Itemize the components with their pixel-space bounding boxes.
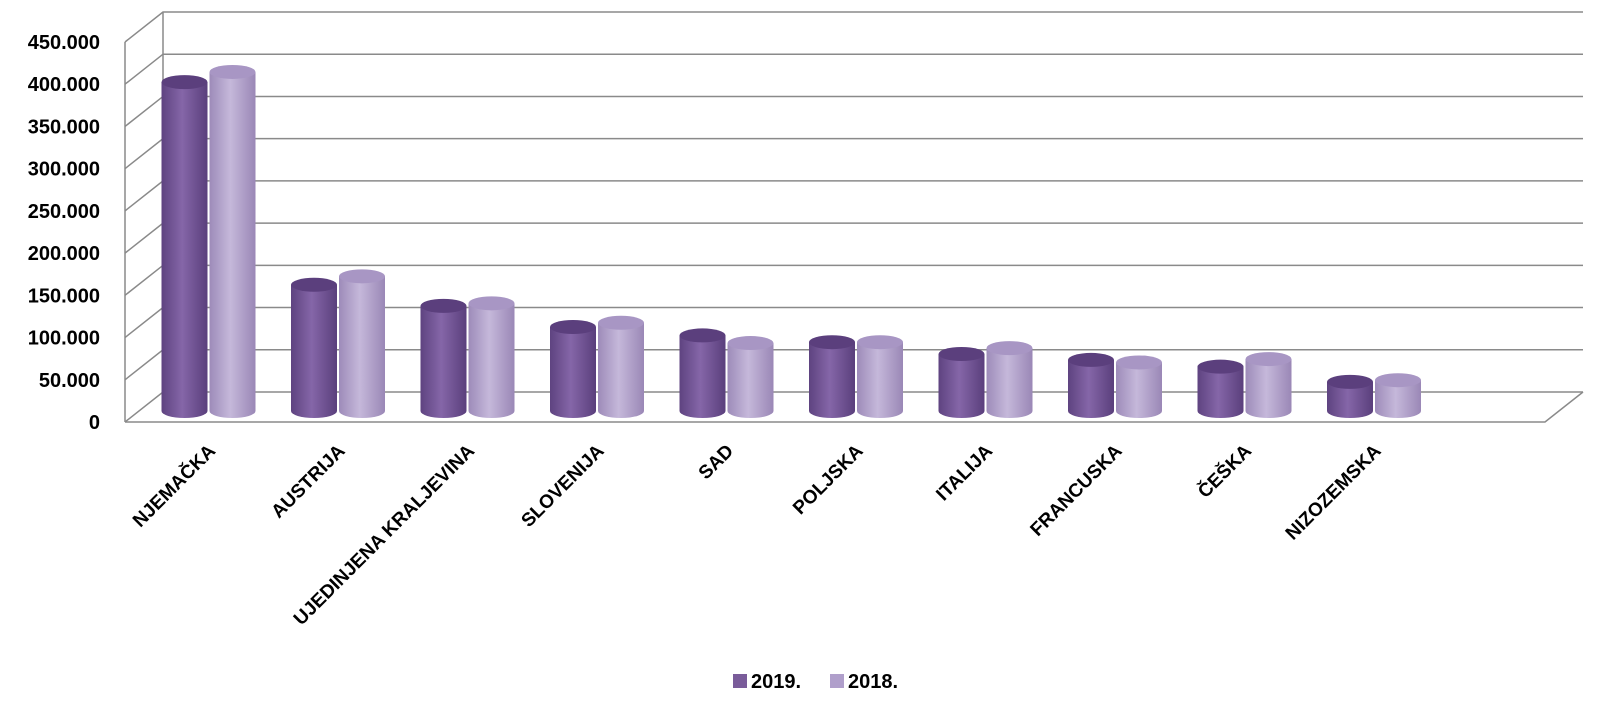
bar-2018.-NIZOZEMSKA (1375, 380, 1421, 418)
bar-2019.-AUSTRIJA (291, 284, 337, 418)
gridline (124, 180, 1583, 212)
bar-2018.-NJEMAČKA (209, 71, 256, 418)
bar-2018.-POLJSKA (857, 342, 903, 418)
x-category-label: NIZOZEMSKA (1282, 440, 1386, 544)
y-tick-label: 450.000 (28, 32, 100, 54)
bar-2019.-FRANCUSKA (1068, 359, 1114, 418)
bar-top-2018.-FRANCUSKA (1116, 355, 1162, 370)
y-tick-label: 200.000 (28, 243, 100, 265)
floor-edge (125, 391, 1584, 423)
bar-2018.-SAD (727, 343, 774, 418)
gridline (124, 137, 1583, 170)
bar-2019.-NIZOZEMSKA (1327, 381, 1373, 418)
bar-2019.-SAD (679, 335, 726, 418)
y-tick-label: 50.000 (39, 370, 100, 392)
legend-label-2019.: 2019. (751, 671, 801, 693)
x-category-label: FRANCUSKA (1027, 440, 1127, 540)
legend-swatch-2019. (733, 674, 747, 688)
gridline (124, 95, 1583, 128)
bar-2018.-SLOVENIJA (598, 322, 644, 418)
bar-top-2018.-POLJSKA (857, 335, 903, 350)
bar-top-2019.-NJEMAČKA (161, 75, 208, 90)
bar-2019.-ČEŠKA (1197, 366, 1244, 418)
bar-top-2018.-ČEŠKA (1245, 352, 1292, 367)
bar-2019.-POLJSKA (809, 342, 855, 418)
y-tick-label: 400.000 (28, 74, 100, 96)
bar-top-2019.-UJEDINJENA KRALJEVINA (420, 298, 467, 313)
y-tick-label: 100.000 (28, 328, 100, 350)
bar-top-2019.-POLJSKA (809, 335, 855, 350)
bar-2018.-UJEDINJENA KRALJEVINA (468, 303, 515, 418)
y-axis-tick-labels: 0 50.000 100.000 150.000 200.000 250.000 300.0… (28, 32, 100, 434)
bar-top-2018.-SAD (727, 336, 774, 351)
bar-top-2019.-SAD (679, 328, 726, 343)
y-tick-label: 250.000 (28, 201, 100, 223)
x-category-label: SAD (695, 441, 738, 484)
legend: 2019. 2018. (733, 671, 898, 693)
legend-swatch-2018. (830, 674, 844, 688)
bars (161, 64, 1421, 418)
bar-top-2019.-FRANCUSKA (1068, 352, 1114, 367)
y-tick-label: 0 (89, 412, 100, 434)
x-category-label: ITALIJA (932, 440, 997, 505)
bar-2018.-ITALIJA (986, 348, 1033, 418)
bar-top-2018.-AUSTRIJA (339, 269, 385, 284)
x-category-label: POLJSKA (789, 440, 868, 519)
y-tick-label: 150.000 (28, 285, 100, 307)
bar-top-2018.-UJEDINJENA KRALJEVINA (468, 296, 515, 311)
bar-2019.-NJEMAČKA (161, 82, 208, 418)
x-category-label: SLOVENIJA (518, 440, 609, 531)
x-category-label: AUSTRIJA (268, 440, 350, 522)
bar-top-2018.-NJEMAČKA (209, 64, 256, 79)
bar-top-2019.-ITALIJA (938, 347, 985, 362)
gridline (124, 53, 1583, 85)
y-tick-label: 300.000 (28, 159, 100, 181)
bar-top-2019.-ČEŠKA (1197, 359, 1244, 374)
bar-2019.-UJEDINJENA KRALJEVINA (420, 305, 467, 418)
bar-2018.-ČEŠKA (1245, 359, 1292, 418)
gridline (124, 11, 1583, 43)
bar-2019.-ITALIJA (938, 354, 985, 418)
bar-top-2018.-ITALIJA (986, 341, 1033, 356)
bar-top-2019.-SLOVENIJA (550, 319, 596, 334)
x-category-label: NJEMAČKA (128, 440, 220, 532)
x-category-label: ČEŠKA (1193, 440, 1256, 503)
bar-top-2018.-NIZOZEMSKA (1375, 373, 1421, 388)
gridline (124, 222, 1583, 254)
bar-2019.-SLOVENIJA (550, 326, 596, 418)
legend-label-2018.: 2018. (848, 671, 898, 693)
y-tick-label: 350.000 (28, 116, 100, 138)
bar-top-2019.-NIZOZEMSKA (1327, 374, 1373, 389)
bar-2018.-FRANCUSKA (1116, 362, 1162, 418)
bar-top-2019.-AUSTRIJA (291, 277, 337, 292)
bar-2018.-AUSTRIJA (339, 276, 385, 418)
bar-top-2018.-SLOVENIJA (598, 315, 644, 330)
